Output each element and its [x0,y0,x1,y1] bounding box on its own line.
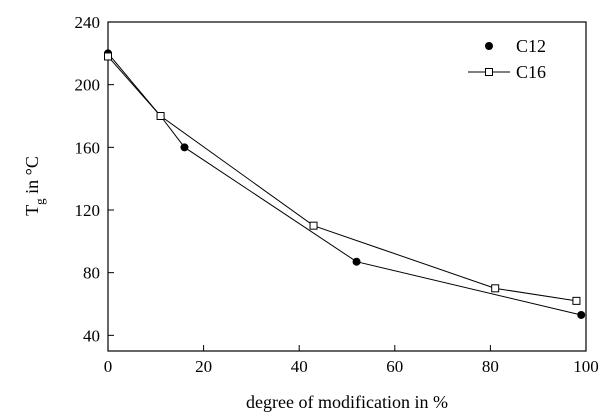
plot-frame [107,21,587,352]
x-tick-label: 100 [573,357,599,376]
series-c12 [104,49,586,319]
y-tick-label: 160 [75,138,101,157]
x-tick-label: 40 [291,357,308,376]
legend: C12 C16 [468,36,546,82]
x-axis: 0 20 40 60 80 100 [104,345,599,376]
x-tick-label: 80 [482,357,499,376]
series-line-c16 [107,56,577,302]
y-axis-title-main: T [22,205,42,216]
x-axis-title: degree of modification in % [246,392,448,412]
legend-marker-c16 [485,68,493,76]
y-axis-title-subscript: g [32,198,47,205]
legend-item-c16: C16 [468,62,546,82]
legend-label-c16: C16 [516,62,546,82]
series-layer [104,49,586,319]
data-point-c12 [352,257,361,266]
legend-item-c12: C12 [485,36,546,56]
data-point-c16 [309,221,318,230]
legend-marker-c12 [485,42,493,50]
data-point-c12 [180,143,189,152]
y-tick-label: 40 [83,326,100,345]
y-tick-label: 240 [75,13,101,32]
y-axis-title: Tg in °C [22,156,47,216]
y-tick-label: 200 [75,76,101,95]
plot-area-border [107,21,587,352]
data-point-c16 [572,296,581,305]
series-line-c12 [107,53,582,316]
data-point-c16 [104,52,112,61]
y-tick-label: 80 [83,264,100,283]
data-point-c16 [156,112,165,120]
svg-text:Tg in °C: Tg in °C [22,156,47,216]
legend-label-c12: C12 [516,36,546,56]
series-c16 [104,52,581,305]
x-tick-label: 20 [195,357,212,376]
x-tick-label: 0 [104,357,113,376]
y-tick-label: 120 [75,201,101,220]
data-point-c16 [491,284,500,293]
data-point-c12 [577,310,586,319]
y-axis-title-rest: in °C [22,156,42,198]
y-axis: 40 80 120 160 200 240 [75,13,114,345]
x-tick-label: 60 [386,357,403,376]
